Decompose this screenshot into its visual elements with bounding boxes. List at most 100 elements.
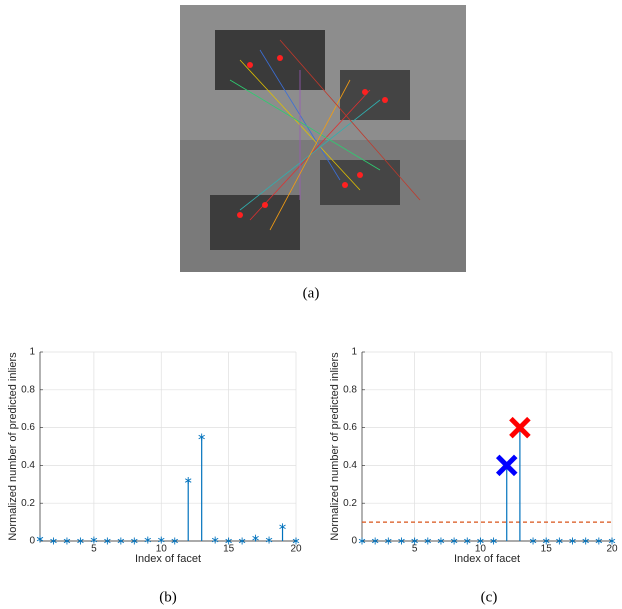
stem [225,537,232,545]
stem-marker [63,538,71,544]
y-axis-label: Normalized number of predicted inliers [7,352,19,541]
stem-marker [225,538,232,544]
stem [265,536,273,544]
stem [437,537,445,545]
x-tick-label: 10 [156,544,168,555]
stem [595,537,603,545]
stem-marker [211,537,219,543]
stem [104,537,111,545]
object [210,195,300,250]
highlight-marker [509,416,531,439]
y-tick-label: 0.2 [21,498,35,509]
stem-marker [371,538,379,544]
stem-marker [556,538,563,544]
plot-area [362,352,612,541]
stem-marker [90,537,98,543]
stem [131,537,138,545]
stem-marker [171,538,178,544]
y-tick-label: 0 [351,536,357,547]
caption: (a) [303,285,320,301]
stem [292,537,300,545]
match-lines [229,39,421,231]
stem-marker [477,538,484,544]
y-tick-label: 0.8 [21,384,35,395]
stem [477,537,484,545]
plot-area [40,352,296,541]
stem-marker [385,538,392,544]
x-tick-label: 5 [412,544,418,555]
stem-marker [238,538,246,544]
stem-marker [198,434,205,440]
stem [529,537,537,545]
stem [450,537,458,545]
stem [198,433,205,541]
stem [371,537,379,545]
x-tick-label: 15 [541,544,553,555]
stem-marker [437,538,445,544]
x-tick-label: 10 [475,544,487,555]
stem-marker [358,538,366,544]
stem [90,536,98,544]
x-tick-label: 20 [606,544,618,555]
stem-marker [464,538,471,544]
stem [144,536,152,544]
stem [77,537,84,545]
stem [50,537,57,545]
object [215,30,325,90]
y-tick-label: 0.6 [21,422,35,433]
stem [63,537,71,545]
stem [398,537,405,545]
stem-marker [582,538,589,544]
stem-marker [424,538,432,544]
x-tick-label: 15 [223,544,235,555]
stem [542,537,550,545]
object [340,70,410,120]
stem-marker [529,538,537,544]
y-tick-label: 0.4 [343,460,357,471]
stem [238,537,246,545]
stem [569,537,576,545]
stem-marker [117,538,125,544]
stem-marker [158,537,165,543]
stem [158,536,165,544]
stem [556,537,563,545]
stem [36,535,44,543]
x-tick-label: 20 [290,544,302,555]
stem [582,537,589,545]
stem [424,537,432,545]
stem-marker [184,478,192,483]
y-tick-label: 0.8 [343,384,357,395]
stem-marker [144,537,152,543]
y-axis-label: Normalized number of predicted inliers [329,352,341,541]
stem [358,537,366,545]
stem [117,537,125,545]
y-tick-label: 0.4 [21,460,35,471]
stem-marker [595,538,603,544]
stem [184,477,192,541]
y-tick-label: 1 [351,347,357,358]
object [320,160,400,205]
stem-marker [252,535,259,541]
stem [279,523,286,541]
stem [464,537,471,545]
stem-marker [131,538,138,544]
x-axis-label: Index of facet [135,553,201,565]
stem [171,537,178,545]
stem-marker [450,538,458,544]
highlight-marker [495,454,518,477]
stem-marker [279,524,286,530]
stem [608,537,616,545]
stem-marker [50,538,57,544]
stem-marker [490,538,497,544]
stem-marker [77,538,84,544]
y-tick-label: 0.6 [343,422,357,433]
y-tick-label: 1 [29,347,35,358]
stem-marker [398,538,405,544]
stem [490,537,497,545]
y-tick-label: 0 [29,536,35,547]
x-tick-label: 5 [91,544,97,555]
x-axis-label: Index of facet [454,553,520,565]
